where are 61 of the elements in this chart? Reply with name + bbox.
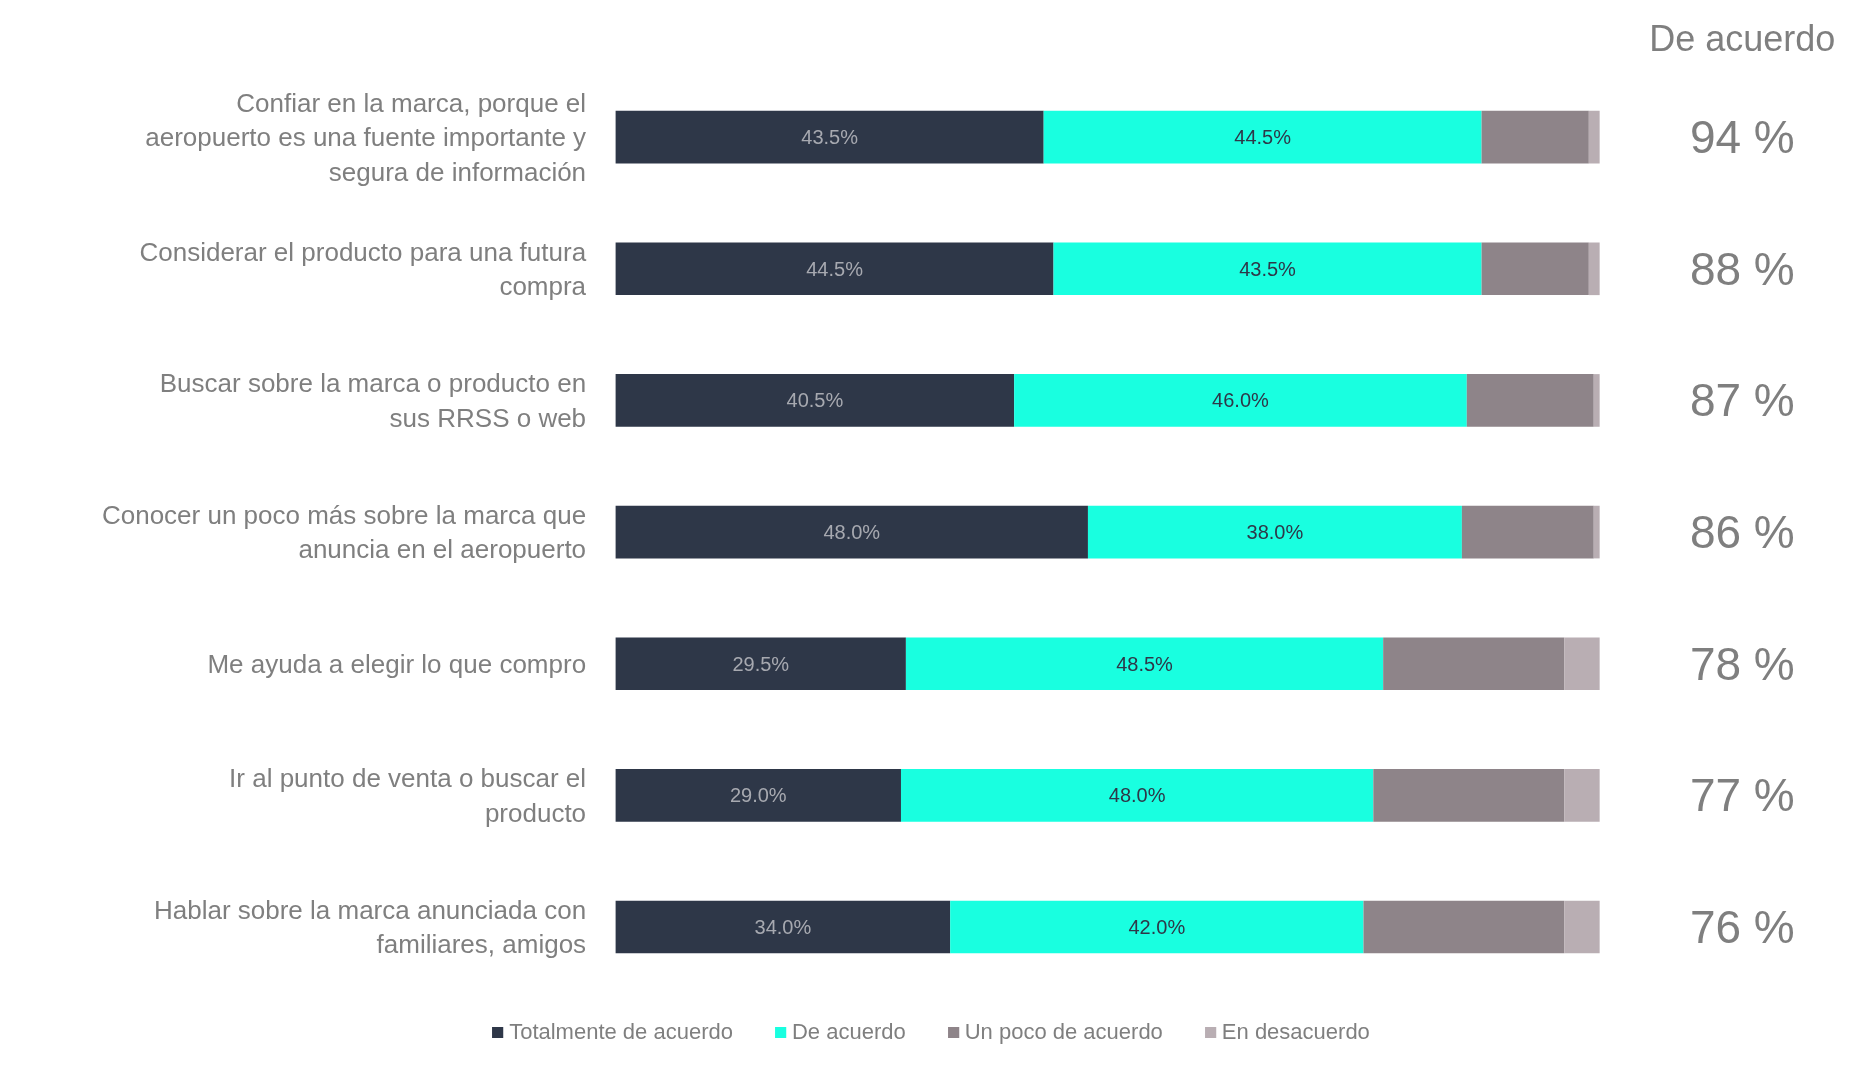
- text: 78 %: [1689, 637, 1795, 690]
- legend-label: Totalmente de acuerdo: [509, 1019, 733, 1045]
- bar: [1383, 637, 1565, 691]
- y-tick-label: Hablar sobre la marca anunciada con familiares, amigos: [153, 894, 587, 960]
- legend-label: De acuerdo: [791, 1019, 906, 1045]
- bar: [615, 769, 901, 822]
- data-label: 43.5%: [801, 126, 859, 149]
- bar: [615, 242, 1054, 296]
- data-label: 44.5%: [806, 257, 864, 280]
- text: 87 %: [1689, 374, 1795, 427]
- legend-label: Un poco de acuerdo: [964, 1019, 1163, 1045]
- text: 77 %: [1689, 769, 1795, 822]
- text: 76 %: [1689, 901, 1795, 954]
- data-label: 29.0%: [729, 784, 787, 807]
- bar: [1363, 900, 1565, 954]
- text: 88 %: [1689, 242, 1795, 295]
- text: 94 %: [1689, 111, 1795, 164]
- bar: [615, 900, 951, 954]
- data-label: 42.0%: [1128, 916, 1186, 939]
- y-tick-label: Considerar el producto para una futura compra: [139, 236, 587, 302]
- bar: [1564, 637, 1600, 691]
- bar: [1043, 110, 1482, 164]
- bar: [615, 374, 1015, 427]
- data-label: 40.5%: [786, 389, 844, 412]
- text: De acuerdo: [1649, 17, 1836, 59]
- y-tick-label: Confiar en la marca, porque el aeropuerto es una fuente importante y segura de información: [145, 87, 587, 187]
- data-label: 34.0%: [754, 916, 812, 939]
- bar: [1461, 505, 1594, 559]
- y-tick-label: Me ayuda a elegir lo que compro: [207, 648, 587, 679]
- data-label: 44.5%: [1234, 126, 1292, 149]
- bar: [1481, 110, 1589, 164]
- bar: [1588, 242, 1600, 296]
- bar: [1087, 505, 1462, 559]
- bar: [615, 505, 1088, 559]
- bar: [1373, 769, 1565, 822]
- legend-label: En desacuerdo: [1221, 1019, 1370, 1045]
- text: 86 %: [1689, 506, 1795, 559]
- bar: [900, 769, 1374, 822]
- bar: [1014, 374, 1467, 427]
- data-label: 46.0%: [1212, 389, 1270, 412]
- data-label: 43.5%: [1239, 257, 1297, 280]
- bar: [1593, 374, 1600, 427]
- bar: [1593, 505, 1600, 559]
- y-tick-label: Conocer un poco más sobre la marca que anuncia en el aeropuerto: [101, 499, 587, 565]
- bar: [1564, 900, 1600, 954]
- bar: [950, 900, 1364, 954]
- data-label: 48.0%: [823, 521, 881, 544]
- y-tick-label: Buscar sobre la marca o producto en sus RRSS o web: [159, 368, 587, 433]
- bar: [1588, 110, 1600, 164]
- bar: [615, 110, 1044, 164]
- bar: [905, 637, 1384, 691]
- y-tick-label: Ir al punto de venta o buscar el producto: [229, 763, 587, 828]
- bar: [1053, 242, 1482, 296]
- data-label: 48.5%: [1116, 652, 1174, 675]
- data-label: 38.0%: [1246, 521, 1304, 544]
- bar: [1481, 242, 1589, 296]
- bar: [615, 637, 906, 691]
- bar: [1466, 374, 1594, 427]
- data-label: 48.0%: [1108, 784, 1166, 807]
- bar: [1564, 769, 1600, 822]
- data-label: 29.5%: [732, 652, 790, 675]
